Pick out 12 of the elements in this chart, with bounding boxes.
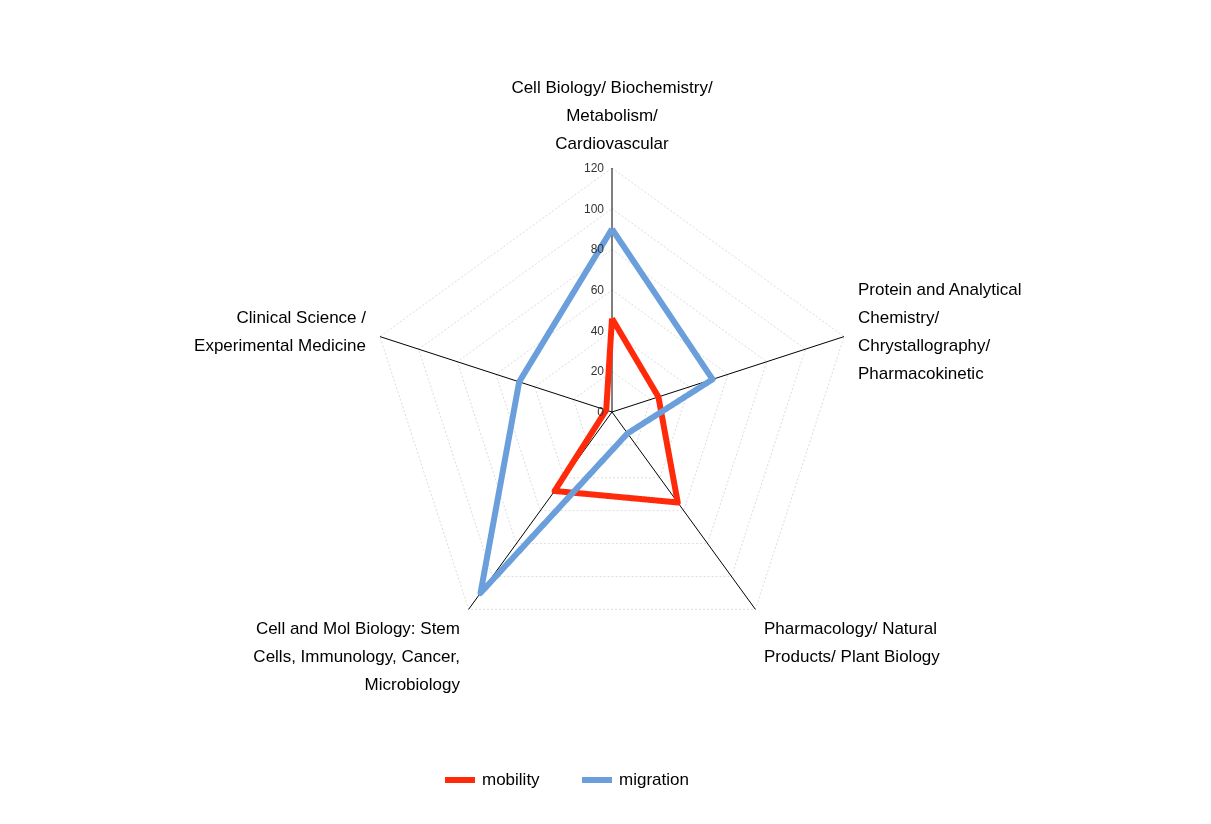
legend-label: mobility [482, 770, 541, 789]
y-tick-label: 120 [583, 161, 605, 175]
spoke-label: Clinical Science / Experimental Medicine [194, 308, 367, 356]
y-tick-label: 20 [590, 364, 605, 379]
spoke-label: Pharmacology/ Natural Products/ Plant Biology [764, 619, 941, 667]
spoke-label: Cell and Mol Biology: Stem Cells, Immunology, Cancer, Microbiology [253, 619, 461, 695]
y-tick-label: 40 [590, 323, 605, 338]
y-tick-label: 60 [590, 283, 605, 297]
y-tick-label: 100 [583, 201, 605, 216]
legend-label: migration [619, 770, 689, 789]
spoke-label: Protein and Analytical Chemistry/ Chrystallography/ Pharmacokinetic [857, 280, 1022, 384]
spoke-label: Cell Biology/ Biochemistry/ Metabolism/ Cardiovascular [511, 78, 713, 154]
